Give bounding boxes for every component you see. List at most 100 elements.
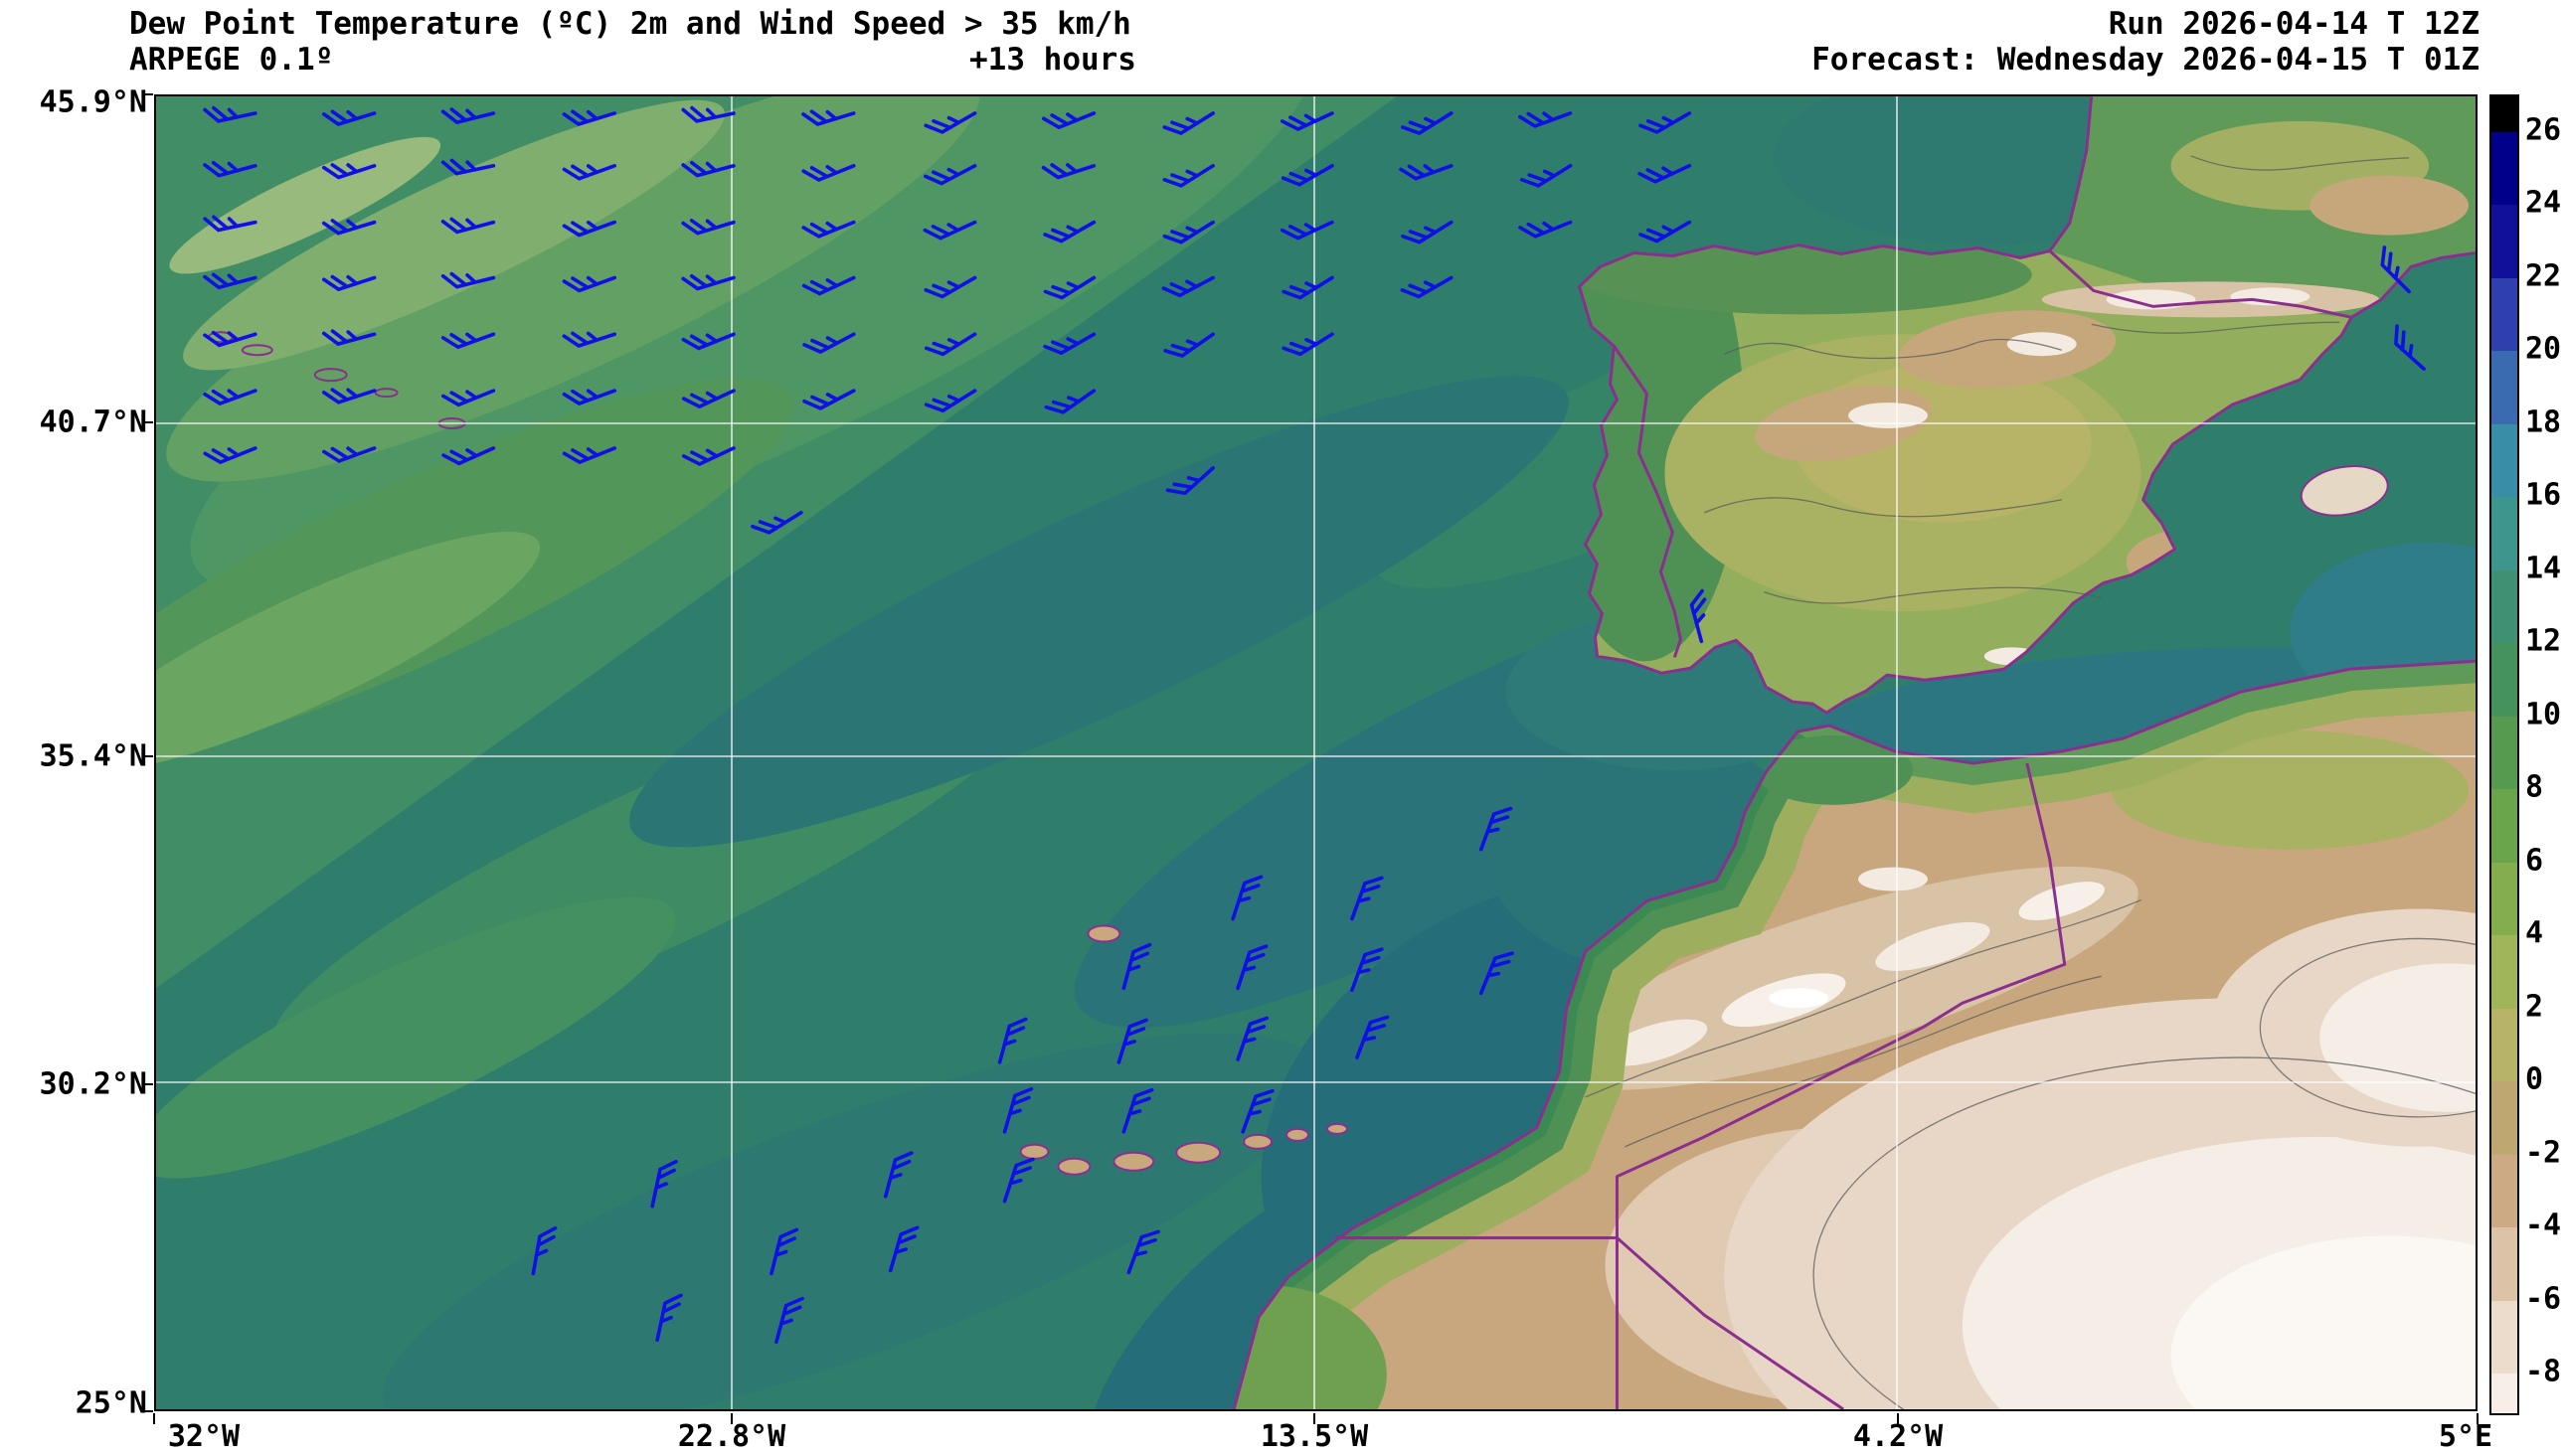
colorbar-tick-label: -2 xyxy=(2525,1135,2562,1171)
model-label: ARPEGE 0.1º xyxy=(129,42,334,78)
wind-barb xyxy=(1236,944,1269,991)
colorbar-block xyxy=(2491,277,2517,352)
lat-tick-label: 30.2°N xyxy=(39,1066,147,1102)
wind-barb xyxy=(1043,275,1097,300)
wind-barb xyxy=(1116,1018,1148,1064)
wind-barb xyxy=(655,1293,683,1343)
lat-tick-mark xyxy=(142,755,153,757)
wind-barb xyxy=(1518,220,1573,239)
wind-barb xyxy=(203,389,257,405)
wind-barb xyxy=(562,275,617,293)
wind-barb xyxy=(1043,220,1097,243)
wind-barb xyxy=(440,107,496,124)
wind-barb xyxy=(888,1225,920,1273)
lat-tick-mark xyxy=(142,1083,153,1085)
colorbar-block xyxy=(2491,351,2517,424)
wind-barb xyxy=(203,105,257,123)
wind-barb xyxy=(2380,245,2411,294)
wind-barb xyxy=(1478,951,1514,996)
colorbar-tick-label: 6 xyxy=(2525,843,2544,879)
wind-barb xyxy=(1280,111,1334,131)
border-morocco-algeria xyxy=(1615,762,2067,1409)
wind-barb xyxy=(1041,163,1097,180)
wind-barb xyxy=(1121,1087,1154,1134)
wind-barb xyxy=(203,330,257,348)
wind-barb xyxy=(681,105,736,123)
wind-barb xyxy=(801,109,856,126)
wind-barb xyxy=(1350,947,1384,993)
europe-coastline xyxy=(1578,96,2476,715)
lat-tick-mark xyxy=(142,1410,153,1412)
colorbar-block xyxy=(2491,716,2517,790)
lon-tick-mark xyxy=(1897,1413,1899,1424)
wind-barb xyxy=(1121,942,1152,991)
wind-barb xyxy=(1236,1016,1270,1061)
colorbar-tick-label: 8 xyxy=(2525,769,2544,805)
wind-barb xyxy=(1041,111,1097,129)
colorbar-block xyxy=(2491,862,2517,936)
lon-tick-label: 22.8°W xyxy=(677,1419,786,1454)
wind-barb xyxy=(924,163,977,186)
colorbar-block xyxy=(2491,569,2517,644)
lead-time-label: +13 hours xyxy=(969,42,1136,78)
wind-barb xyxy=(440,271,496,289)
wind-barb xyxy=(1165,466,1215,496)
colorbar-tick-label: 12 xyxy=(2525,623,2562,659)
wind-barb xyxy=(562,389,617,405)
wind-barb xyxy=(562,331,617,348)
mallorca-island xyxy=(2300,465,2389,517)
wind-barbs xyxy=(203,105,2426,1344)
wind-barb xyxy=(681,160,736,178)
wind-barb xyxy=(1478,806,1513,852)
colorbar-block xyxy=(2491,96,2517,132)
wind-barb xyxy=(1355,1015,1390,1059)
colorbar-block xyxy=(2491,1227,2517,1301)
wind-barb xyxy=(562,220,617,238)
canary-islands xyxy=(1019,1122,1348,1176)
wind-barb xyxy=(924,111,977,134)
wind-barb xyxy=(440,332,496,350)
page-title: Dew Point Temperature (ºC) 2m and Wind S… xyxy=(129,6,1131,42)
colorbar-block xyxy=(2491,643,2517,717)
wind-barb xyxy=(562,446,617,464)
wind-barb xyxy=(321,163,377,180)
colorbar-tick-label: 14 xyxy=(2525,551,2562,586)
wind-barb xyxy=(1637,163,1692,184)
colorbar-block xyxy=(2491,423,2517,498)
wind-barb xyxy=(1282,332,1334,357)
colorbar-block xyxy=(2491,205,2517,278)
wind-barb xyxy=(1518,111,1573,128)
wind-barb xyxy=(203,215,257,233)
wind-barb xyxy=(1519,163,1573,188)
wind-barb xyxy=(440,217,496,235)
wind-barb xyxy=(924,275,977,299)
colorbar-tick-label: 0 xyxy=(2525,1061,2544,1097)
colorbar-blocks xyxy=(2491,96,2517,1413)
wind-barb xyxy=(883,1151,914,1199)
lon-tick-label: 13.5°W xyxy=(1260,1419,1369,1454)
colorbar-tick-label: 4 xyxy=(2525,915,2544,951)
colorbar-block xyxy=(2491,1008,2517,1082)
lat-tick-mark xyxy=(142,93,153,95)
colorbar-tick-label: 26 xyxy=(2525,112,2562,148)
colorbar-block xyxy=(2491,789,2517,863)
wind-barb xyxy=(802,332,856,354)
africa-coastline xyxy=(1232,659,2476,1409)
lat-tick-label: 45.9°N xyxy=(39,84,147,120)
wind-barb xyxy=(562,109,617,126)
map-plot xyxy=(156,96,2476,1409)
wind-barb xyxy=(774,1296,804,1344)
colorbar-tick-label: 22 xyxy=(2525,258,2562,294)
colorbar-block xyxy=(2491,1154,2517,1228)
wind-barb xyxy=(1126,1229,1160,1275)
wind-barb xyxy=(1002,1157,1035,1204)
wind-barb xyxy=(681,446,736,466)
colorbar-block xyxy=(2491,132,2517,206)
map-canvas xyxy=(154,94,2478,1411)
wind-barb xyxy=(1281,163,1334,187)
wind-barb xyxy=(203,446,257,464)
colorbar-tick-label: 20 xyxy=(2525,331,2562,367)
wind-barb xyxy=(923,220,977,241)
wind-barb xyxy=(1282,275,1334,300)
